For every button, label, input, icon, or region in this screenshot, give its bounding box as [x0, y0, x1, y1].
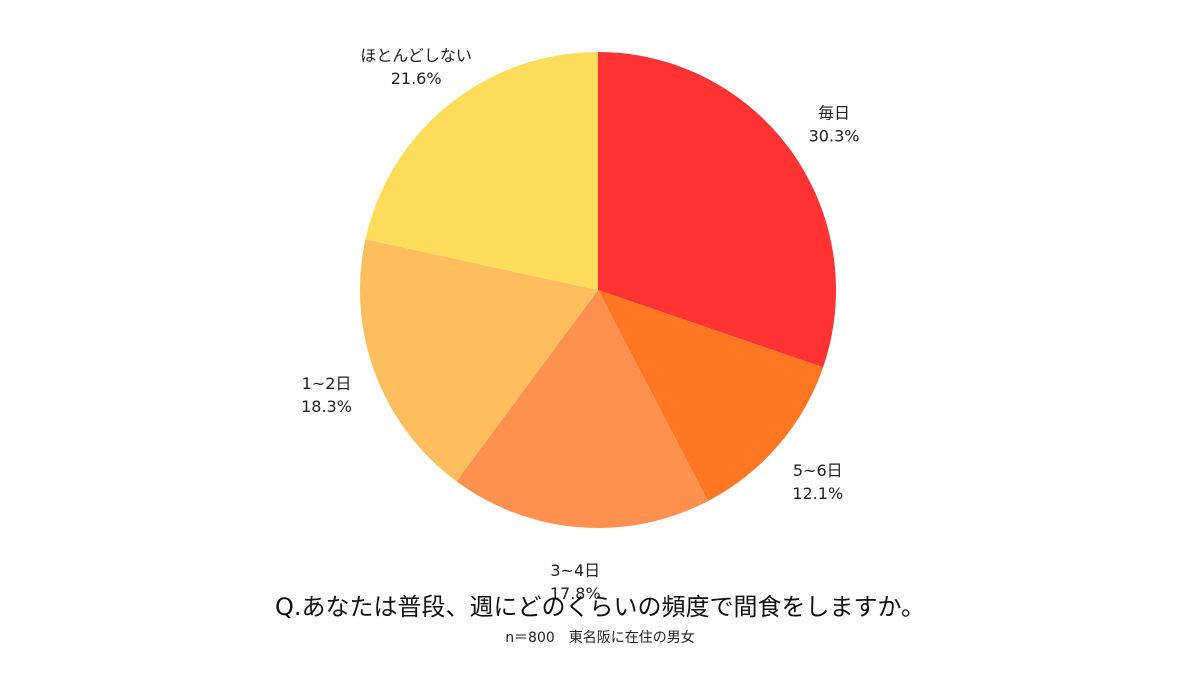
slice-category-label: 5~6日: [793, 461, 843, 480]
slice-category-label: 3~4日: [550, 561, 600, 580]
chart-title: Q.あなたは普段、週にどのくらいの頻度で間食をしますか。: [274, 593, 926, 621]
slice-value-label: 30.3%: [809, 127, 860, 146]
pie-slice-item-1: [598, 52, 836, 368]
pie-slice-item-5: [365, 51, 598, 291]
slice-value-label: 12.1%: [792, 484, 843, 503]
pie-slice-5-6: [598, 290, 824, 502]
pie-slice-1-2: [360, 239, 598, 482]
slice-value-label: 18.3%: [301, 397, 352, 416]
pie-slice-3-4: [456, 290, 708, 528]
slice-category-label: 1~2日: [302, 374, 352, 393]
pie-slices: [360, 51, 836, 528]
slice-value-label: 17.8%: [550, 584, 601, 603]
slice-value-label: 21.6%: [391, 69, 442, 88]
chart-subtitle: n＝800 東名阪に在住の男女: [505, 630, 695, 646]
slice-category-label: ほとんどしない: [360, 46, 472, 65]
slice-category-label: 毎日: [818, 104, 850, 123]
slice-labels: 毎日 30.3% 5~6日 12.1% 3~4日 17.8% 1~2日 18.3% ほとんどしな…: [301, 46, 859, 603]
